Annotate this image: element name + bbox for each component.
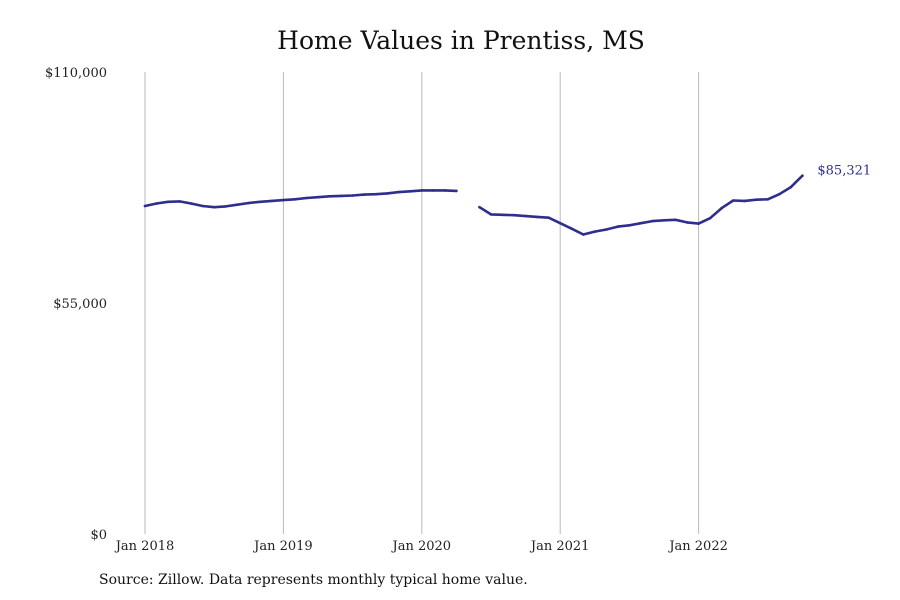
- data-point: [524, 214, 527, 218]
- data-point: [351, 194, 354, 197]
- data-point: [501, 213, 504, 217]
- data-point: [639, 221, 643, 225]
- data-point: [270, 199, 274, 203]
- data-point: [778, 192, 781, 196]
- data-point: [282, 198, 285, 202]
- data-point: [247, 201, 251, 205]
- data-point: [224, 205, 227, 208]
- data-point: [178, 200, 181, 203]
- data-point: [674, 218, 677, 222]
- data-point: [316, 195, 320, 199]
- data-point: [443, 189, 447, 192]
- data-point: [720, 206, 723, 210]
- data-point: [628, 224, 631, 227]
- data-point: [143, 204, 147, 208]
- gridlines: [144, 72, 700, 534]
- data-point: [259, 200, 262, 204]
- data-point: [432, 189, 435, 192]
- data-point: [236, 203, 239, 206]
- data-point: [385, 192, 389, 195]
- data-point: [582, 233, 585, 236]
- data-point: [651, 219, 654, 223]
- data-point: [374, 192, 378, 196]
- data-point: [212, 205, 216, 209]
- data-point: [489, 213, 493, 216]
- series-line-segment: [143, 189, 458, 209]
- y-tick-label: $55,000: [53, 297, 107, 312]
- data-point: [558, 221, 562, 225]
- data-point: [731, 199, 735, 202]
- data-point: [570, 227, 573, 230]
- data-point: [801, 174, 804, 177]
- x-tick-label: Jan 2021: [529, 539, 590, 554]
- x-axis-labels: Jan 2018 Jan 2019 Jan 2020 Jan 2021 Jan 2022: [114, 539, 728, 554]
- end-value-label: $85,321: [817, 164, 871, 179]
- data-point: [397, 190, 401, 194]
- data-point: [547, 216, 550, 219]
- series-line-segment: [478, 174, 804, 236]
- data-point: [455, 189, 458, 193]
- data-point: [789, 185, 793, 189]
- data-point: [201, 204, 204, 208]
- data-point: [155, 202, 158, 205]
- y-tick-label: $110,000: [45, 66, 107, 81]
- data-point: [339, 194, 343, 198]
- x-tick-label: Jan 2022: [667, 539, 728, 554]
- data-point: [743, 199, 746, 203]
- data-point: [697, 222, 700, 225]
- data-point: [409, 190, 412, 193]
- data-point: [662, 219, 666, 222]
- data-point: [766, 198, 770, 201]
- series-lines: [143, 174, 804, 236]
- chart-title: Home Values in Prentiss, MS: [277, 26, 645, 55]
- source-note: Source: Zillow. Data represents monthly …: [99, 572, 528, 588]
- data-point: [605, 228, 608, 231]
- y-axis-labels: $0 $55,000 $110,000: [45, 66, 107, 543]
- data-point: [362, 193, 366, 196]
- x-tick-label: Jan 2019: [252, 539, 313, 554]
- data-point: [305, 196, 308, 200]
- data-point: [189, 202, 193, 205]
- data-point: [328, 195, 331, 198]
- data-point: [535, 215, 539, 219]
- data-point: [593, 230, 597, 233]
- data-point: [685, 221, 689, 224]
- data-point: [166, 200, 170, 204]
- data-point: [293, 198, 297, 201]
- data-point: [708, 216, 712, 220]
- y-tick-label: $0: [90, 528, 107, 543]
- x-tick-label: Jan 2018: [114, 539, 175, 554]
- x-tick-label: Jan 2020: [391, 539, 452, 554]
- data-point: [420, 189, 424, 192]
- data-point: [616, 225, 620, 228]
- data-point: [755, 198, 758, 201]
- data-point: [478, 205, 481, 209]
- data-point: [512, 213, 516, 217]
